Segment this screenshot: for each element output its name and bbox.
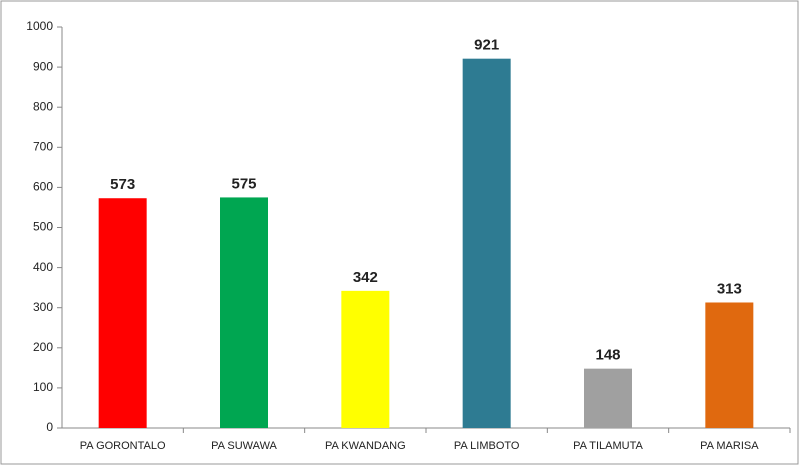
bar xyxy=(462,58,511,428)
bar xyxy=(220,197,268,428)
y-tick-label: 0 xyxy=(46,420,53,434)
data-label: 148 xyxy=(595,347,620,364)
y-tick-label: 400 xyxy=(33,260,53,274)
y-tick-label: 1000 xyxy=(26,19,53,33)
x-tick-label: PA TILAMUTA xyxy=(573,440,643,452)
y-tick-label: 300 xyxy=(33,300,53,314)
x-tick-label: PA KWANDANG xyxy=(325,440,406,452)
y-tick-label: 600 xyxy=(33,180,53,194)
data-label: 921 xyxy=(474,37,499,54)
x-tick-label: PA LIMBOTO xyxy=(454,440,520,452)
bar xyxy=(584,368,632,428)
y-tick-label: 800 xyxy=(33,99,53,113)
x-tick-label: PA GORONTALO xyxy=(80,440,166,452)
bar xyxy=(98,198,147,428)
bar xyxy=(341,290,390,428)
data-label: 573 xyxy=(110,176,135,193)
x-tick-label: PA MARISA xyxy=(700,440,759,452)
y-tick-label: 900 xyxy=(33,59,53,73)
data-label: 313 xyxy=(717,280,742,297)
data-label: 575 xyxy=(231,175,256,192)
y-tick-label: 100 xyxy=(33,380,53,394)
data-label: 342 xyxy=(353,269,378,286)
y-tick-label: 700 xyxy=(33,139,53,153)
y-tick-label: 500 xyxy=(33,220,53,234)
x-tick-label: PA SUWAWA xyxy=(211,440,277,452)
bar xyxy=(705,302,754,428)
y-tick-label: 200 xyxy=(33,340,53,354)
